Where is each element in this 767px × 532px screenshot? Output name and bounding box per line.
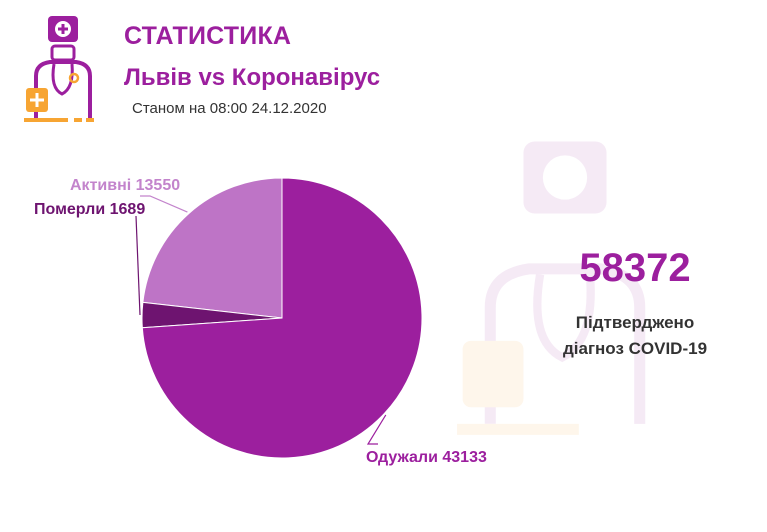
page-subtitle: Львів vs Коронавірус	[124, 64, 381, 91]
total-confirmed-caption: Підтверджено діагноз COVID-19	[530, 310, 740, 362]
leader-line-recovered	[366, 414, 387, 445]
pie-slice-active	[142, 177, 283, 319]
doctor-logo-icon	[24, 16, 94, 122]
pie-label-active: Активні 13550	[70, 177, 180, 194]
caption-line-2: діагноз COVID-19	[562, 339, 708, 358]
doctor-watermark-icon	[457, 141, 646, 435]
pie-slice-recovered	[141, 177, 423, 459]
total-confirmed-count: 58372	[579, 246, 691, 290]
page-title: СТАТИСТИКА	[124, 22, 292, 50]
leader-line-active	[140, 195, 188, 213]
date-line: Станом на 08:00 24.12.2020	[132, 100, 327, 117]
pie-label-deceased: Померли 1689	[34, 201, 145, 218]
caption-line-1: Підтверджено	[575, 313, 695, 332]
pie-label-recovered: Одужали 43133	[366, 449, 487, 466]
leader-line-deceased	[135, 215, 141, 316]
